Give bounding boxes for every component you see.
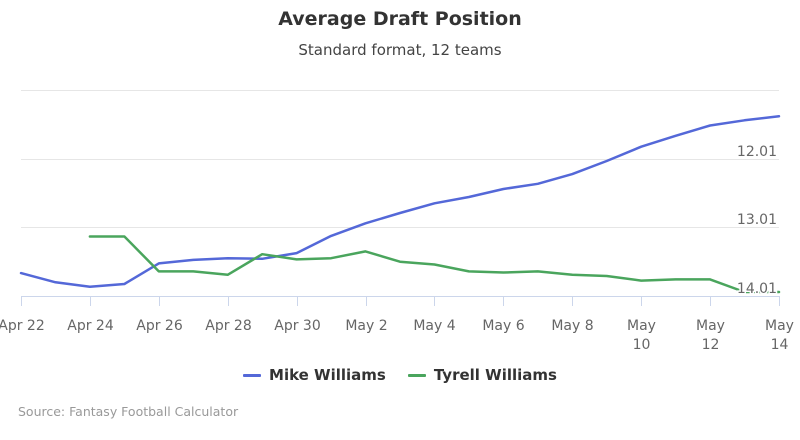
x-tick-label-apr-30: Apr 30 — [274, 318, 320, 334]
legend: Mike Williams Tyrell Williams — [0, 366, 800, 384]
x-tick-label-apr-28: Apr 28 — [205, 318, 251, 334]
x-tick-label-apr-24: Apr 24 — [67, 318, 114, 334]
series-line-tyrell-williams — [88, 235, 781, 294]
y-tick-label: 14.01 — [737, 281, 777, 297]
legend-label-mike-williams: Mike Williams — [269, 366, 386, 384]
x-tick-label-apr-26: Apr 26 — [136, 318, 183, 334]
x-tick-label-may-8: May 8 — [551, 318, 593, 334]
x-tick-label-apr-22: Apr 22 — [0, 318, 45, 334]
chart-title: Average Draft Position — [278, 8, 522, 30]
x-tick-label-may-14: May 14 — [765, 318, 794, 353]
series-line-mike-williams — [19, 115, 781, 289]
legend-swatch-tyrell-williams — [407, 373, 426, 377]
source-credit[interactable]: Source: Fantasy Football Calculator — [18, 404, 239, 419]
x-tick-label-may-4: May 4 — [413, 318, 455, 334]
x-tick-label-may-2: May 2 — [345, 318, 387, 334]
legend-item-tyrell-williams[interactable]: Tyrell Williams — [407, 366, 557, 384]
legend-item-mike-williams[interactable]: Mike Williams — [243, 366, 386, 384]
x-tick-label-may-10: May 10 — [627, 318, 656, 353]
x-tick-label-may-6: May 6 — [482, 318, 524, 334]
legend-label-tyrell-williams: Tyrell Williams — [433, 366, 557, 384]
legend-swatch-mike-williams — [243, 373, 262, 377]
chart-subtitle: Standard format, 12 teams — [298, 41, 502, 59]
y-tick-label: 12.01 — [737, 144, 777, 160]
y-tick-label: 13.01 — [737, 212, 777, 228]
x-tick-label-may-12: May 12 — [696, 318, 725, 353]
